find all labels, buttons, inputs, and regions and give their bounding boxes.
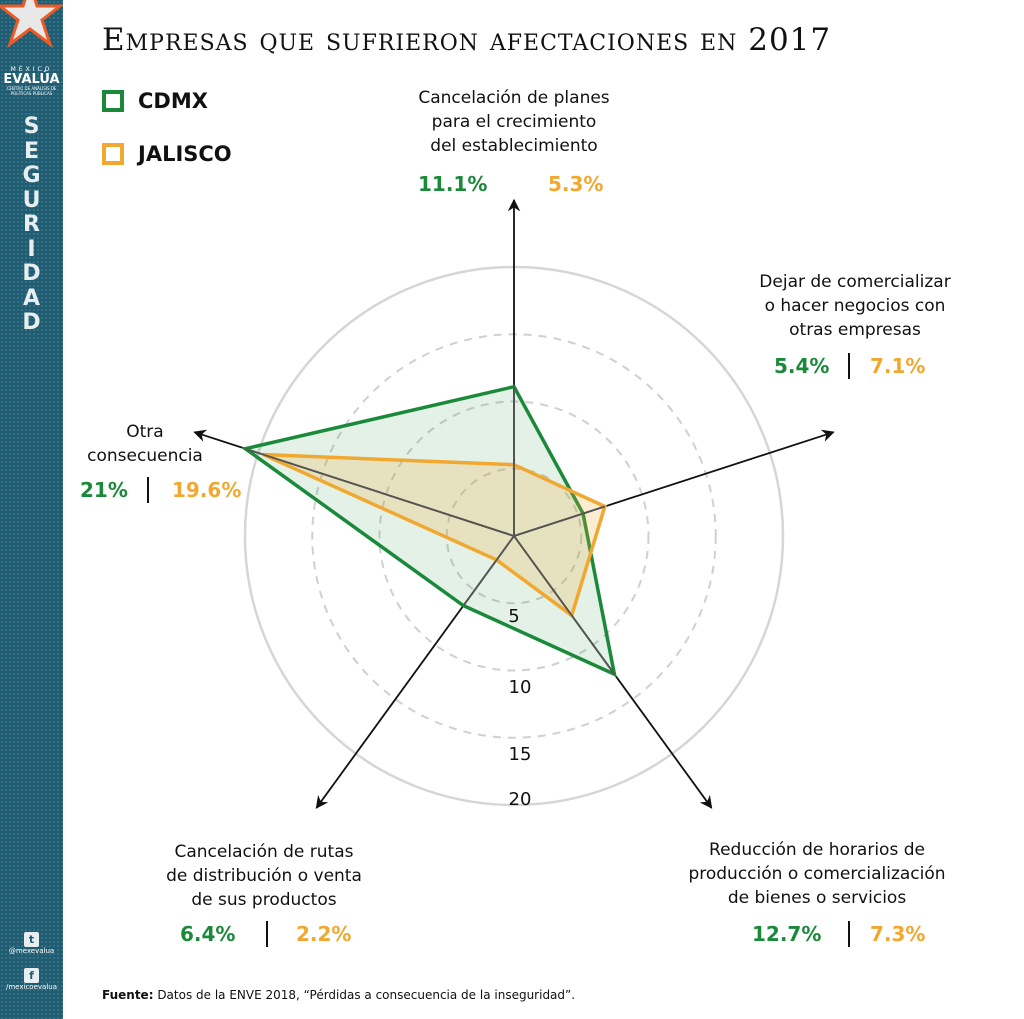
brand-top: MÉXICO: [10, 66, 53, 73]
tick-label: 15: [509, 744, 532, 765]
value-separator: [266, 921, 268, 947]
series-jalisco: [262, 452, 607, 619]
source-label: Fuente:: [102, 988, 154, 1002]
data-label-jalisco: 7.3%: [870, 922, 926, 946]
tick-label: 10: [509, 677, 532, 698]
brand-sub: CENTRO DE ANÁLISIS DE POLÍTICAS PÚBLICAS: [6, 86, 57, 96]
value-separator: [848, 921, 850, 947]
value-separator: [848, 353, 850, 379]
data-label-cdmx: 21%: [80, 478, 128, 502]
value-separator: [147, 477, 149, 503]
twitter-icon: t: [24, 932, 39, 947]
facebook-handle: /mexicoevalua: [6, 983, 57, 991]
category-label: Cancelación de planes para el crecimiento…: [344, 86, 684, 158]
category-label-line: Dejar de comercializar: [759, 272, 951, 292]
axis-spoke: [513, 535, 616, 675]
category-label-line: Cancelación de planes: [418, 88, 610, 108]
facebook-link[interactable]: f /mexicoevalua: [0, 968, 63, 991]
data-label-jalisco: 7.1%: [870, 354, 926, 378]
axis-spoke: [245, 447, 515, 537]
category-label-line: producción o comercialización: [688, 864, 946, 884]
source-text: Datos de la ENVE 2018, “Pérdidas a conse…: [153, 988, 576, 1002]
category-label: Otra consecuencia: [0, 420, 315, 468]
page-title: Empresas que sufrieron afectaciones en 2…: [102, 22, 832, 58]
category-label-line: o hacer negocios con: [764, 296, 946, 316]
legend-swatch: [102, 143, 124, 165]
sidebar: MÉXICO EVALÚA CENTRO DE ANÁLISIS DE POLÍ…: [0, 0, 63, 1019]
value-separator: [266, 921, 268, 947]
category-label-line: otras empresas: [789, 320, 921, 340]
value-separator: [848, 353, 850, 379]
brand: MÉXICO EVALÚA CENTRO DE ANÁLISIS DE POLÍ…: [0, 66, 63, 96]
category-label-line: de distribución o venta: [166, 866, 362, 886]
legend-swatch: [102, 90, 124, 112]
category-label: Reducción de horarios de producción o com…: [647, 838, 987, 910]
category-label: Dejar de comercializar o hacer negocios c…: [685, 270, 1024, 342]
data-label-jalisco: 19.6%: [172, 478, 242, 502]
value-separator: [848, 921, 850, 947]
twitter-handle: @mexevalua: [8, 947, 55, 955]
facebook-icon: f: [24, 968, 39, 983]
legend-label: CDMX: [138, 89, 208, 113]
category-label-line: Otra: [126, 422, 164, 442]
logo-star-icon: [0, 0, 63, 49]
axis-spoke: [513, 505, 606, 537]
category-label-line: para el crecimiento: [431, 112, 597, 132]
category-label: Cancelación de rutas de distribución o ve…: [94, 840, 434, 912]
data-label-cdmx: 6.4%: [180, 922, 236, 946]
category-label-line: de bienes o servicios: [727, 888, 907, 908]
source-note: Fuente: Datos de la ENVE 2018, “Pérdidas…: [102, 988, 575, 1002]
data-label-jalisco: 2.2%: [296, 922, 352, 946]
data-label-cdmx: 5.4%: [774, 354, 830, 378]
legend-cdmx: CDMX: [102, 89, 208, 113]
data-label-jalisco: 5.3%: [548, 172, 604, 196]
axis-spoke: [462, 535, 515, 607]
category-label-line: Reducción de horarios de: [709, 840, 925, 860]
tick-label: 20: [509, 789, 532, 810]
data-label-cdmx: 12.7%: [752, 922, 822, 946]
value-separator: [147, 477, 149, 503]
legend-label: JALISCO: [138, 142, 232, 166]
category-label-line: Cancelación de rutas: [174, 842, 354, 862]
twitter-link[interactable]: t @mexevalua: [0, 932, 63, 955]
legend-jalisco: JALISCO: [102, 142, 232, 166]
category-label-line: del establecimiento: [430, 136, 598, 156]
category-label-line: consecuencia: [87, 446, 203, 466]
brand-name: EVALÚA: [3, 72, 60, 87]
tick-label: 5: [508, 606, 519, 627]
data-label-cdmx: 11.1%: [418, 172, 488, 196]
category-label-line: de sus productos: [191, 890, 337, 910]
